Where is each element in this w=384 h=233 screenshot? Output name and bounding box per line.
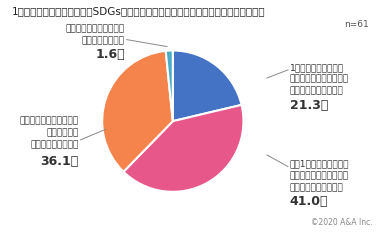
Text: 1年以上前から既に、
企業の取り組みに対する
関心や理解は高かった: 1年以上前から既に、 企業の取り組みに対する 関心や理解は高かった bbox=[290, 63, 349, 96]
Text: 企業の取り組みに対する
関心は低くなった: 企業の取り組みに対する 関心は低くなった bbox=[66, 24, 125, 45]
Text: 1年前と比較して、「企業のSDGsへの取り組み」に対する関心や理解が高まったか？: 1年前と比較して、「企業のSDGsへの取り組み」に対する関心や理解が高まったか？ bbox=[12, 6, 265, 16]
Text: 36.1％: 36.1％ bbox=[40, 155, 79, 168]
Text: 1.6％: 1.6％ bbox=[95, 48, 125, 61]
Text: ©2020 A&A Inc.: ©2020 A&A Inc. bbox=[311, 218, 372, 227]
Text: ここ1年ぐらいの間に、
企業の取り組みに対する
関心や理解が高まった: ここ1年ぐらいの間に、 企業の取り組みに対する 関心や理解が高まった bbox=[290, 160, 349, 192]
Text: n=61: n=61 bbox=[344, 20, 369, 29]
Wedge shape bbox=[102, 51, 173, 172]
Text: 21.3％: 21.3％ bbox=[290, 99, 328, 112]
Wedge shape bbox=[124, 105, 243, 192]
Text: 41.0％: 41.0％ bbox=[290, 195, 328, 208]
Wedge shape bbox=[173, 51, 242, 121]
Wedge shape bbox=[166, 51, 173, 121]
Text: 企業の取り組みに対する
関心や理解は
ほとんど変わらない: 企業の取り組みに対する 関心や理解は ほとんど変わらない bbox=[20, 116, 79, 149]
